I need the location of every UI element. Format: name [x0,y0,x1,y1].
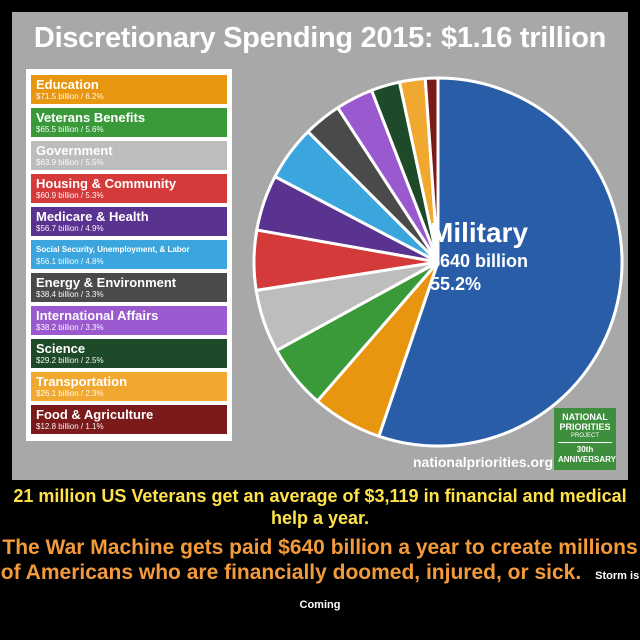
legend-item-name: Government [36,143,113,158]
legend-item: Government $63.9 billion / 5.5% [31,141,227,170]
pie-slice-food-agriculture [423,76,440,263]
legend-item-name: Energy & Environment [36,275,177,290]
military-label-amount: $640 billion [430,251,529,271]
legend-item-detail: $63.9 billion / 5.5% [36,158,104,167]
legend-item-name: International Affairs [36,308,159,323]
legend-item-name: Education [36,77,99,92]
legend-item: Social Security, Unemployment, & Labor $5… [31,240,227,269]
caption-line2-text: The War Machine gets paid $640 billion a… [0,536,638,584]
legend-item-detail: $56.1 billion / 4.8% [36,257,104,266]
chart-title: Discretionary Spending 2015: $1.16 trill… [33,22,607,54]
legend-item-detail: $38.2 billion / 3.3% [36,323,104,332]
legend-item: Transportation $26.1 billion / 2.3% [31,372,227,401]
legend-item-detail: $12.8 billion / 1.1% [36,422,104,431]
legend-item: Food & Agriculture $12.8 billion / 1.1% [31,405,227,434]
legend-item-detail: $65.5 billion / 5.6% [36,125,104,134]
military-label-percent: 55.2% [430,274,482,294]
caption: 21 million US Veterans get an average of… [0,485,640,618]
npp-logo: NATIONAL PRIORITIES PROJECT 30th ANNIVER… [554,408,616,470]
pie-chart [252,76,624,448]
caption-line2: The War Machine gets paid $640 billion a… [0,535,640,618]
caption-footer: Storm is Coming [299,570,640,611]
legend-item-name: Social Security, Unemployment, & Labor [36,245,190,254]
logo-line1: NATIONAL PRIORITIES [559,412,611,432]
legend-item-detail: $26.1 billion / 2.3% [36,389,104,398]
legend-item: Science $29.2 billion / 2.5% [31,339,227,368]
legend-item: Housing & Community $60.9 billion / 5.3% [31,174,227,203]
legend-item: Medicare & Health $56.7 billion / 4.9% [31,207,227,236]
legend-item-name: Medicare & Health [36,209,149,224]
logo-line3: 30th ANNIVERSARY [558,442,616,465]
military-label-name: Military [430,217,529,248]
logo-line2: PROJECT [570,433,599,439]
legend-item-name: Transportation [36,374,128,389]
legend-item-name: Science [36,341,86,356]
legend-item-name: Food & Agriculture [36,407,154,422]
chart-panel: Discretionary Spending 2015: $1.16 trill… [12,12,628,480]
source-credit: nationalpriorities.org [412,454,553,470]
legend-item-name: Veterans Benefits [36,110,146,125]
legend-item: Veterans Benefits $65.5 billion / 5.6% [31,108,227,137]
legend-item-detail: $38.4 billion / 3.3% [36,290,104,299]
legend-item-detail: $56.7 billion / 4.9% [36,224,104,233]
legend-item-detail: $29.2 billion / 2.5% [36,356,104,365]
legend: Education $71.5 billion / 6.2% Veterans Be… [26,69,232,441]
legend-item-detail: $60.9 billion / 5.3% [36,191,104,200]
caption-line1: 21 million US Veterans get an average of… [13,486,627,528]
legend-item: Energy & Environment $38.4 billion / 3.3% [31,273,227,302]
legend-item: Education $71.5 billion / 6.2% [31,75,227,104]
legend-item-detail: $71.5 billion / 6.2% [36,92,104,101]
legend-item-name: Housing & Community [36,176,177,191]
pie-slice-military [376,76,624,448]
military-label: Military $640 billion 55.2% [430,217,528,295]
legend-item: International Affairs $38.2 billion / 3.3… [31,306,227,335]
